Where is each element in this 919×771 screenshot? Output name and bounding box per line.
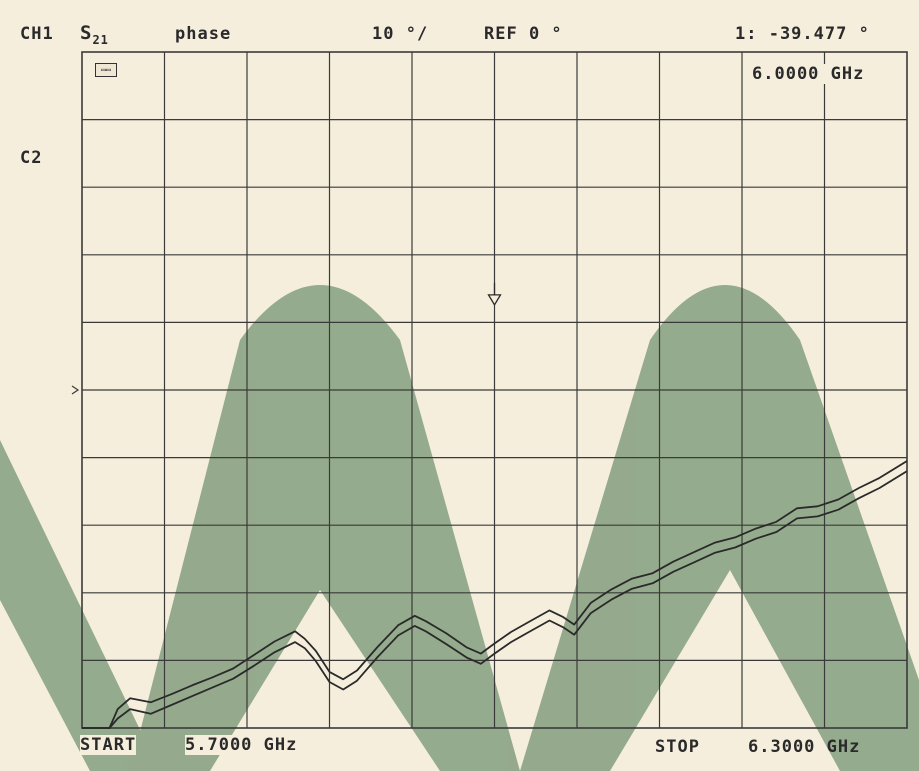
traces [82,460,908,729]
s-parameter-main: S [80,22,93,44]
start-label: START [80,735,137,755]
format-label: phase [175,24,232,44]
marker-readout: 1: -39.477 ° [735,24,870,44]
watermark-stroke [130,285,520,771]
marker-1 [487,282,502,307]
reference-position-arrow [71,385,80,395]
marker-box-icon: ▭▭ [95,63,117,77]
stop-label: STOP [655,737,700,757]
channel-label: CH1 [20,24,54,44]
s-parameter-sub: 21 [92,33,109,47]
start-value: 5.7000 GHz [185,735,298,755]
marker-frequency: 6.0000 GHz [752,64,865,84]
channel2-label: C2 [20,148,43,168]
trace-2 [82,470,908,729]
stop-value: 6.3000 GHz [748,737,861,757]
trace-1 [82,460,908,729]
scale-label: 10 °/ [372,24,429,44]
watermark-stroke [0,440,160,771]
reference-label: REF 0 ° [484,24,563,44]
marker-triangle [487,294,502,307]
s-parameter: S21 [80,22,109,47]
watermark-stroke [520,285,919,771]
grid [71,51,908,729]
